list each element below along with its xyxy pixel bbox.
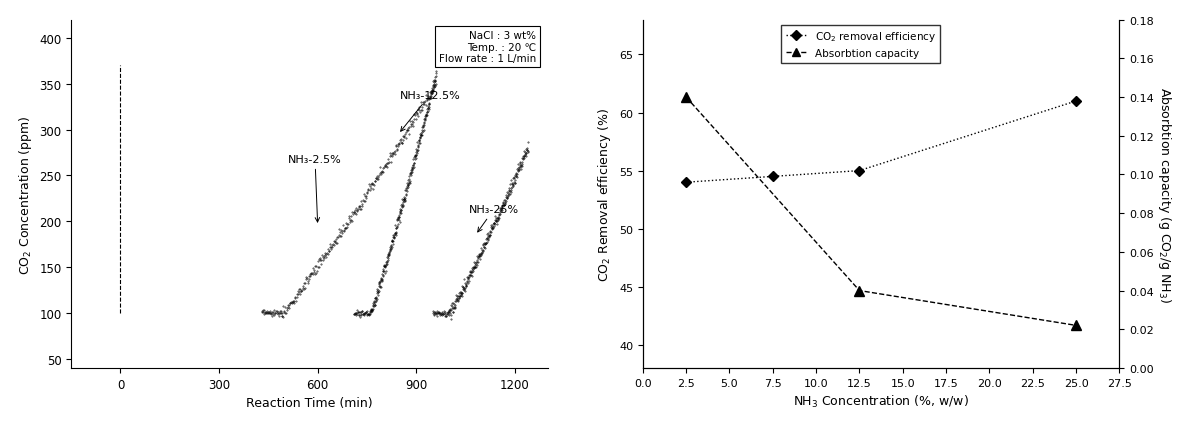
Text: NH₃-12.5%: NH₃-12.5%: [400, 90, 461, 132]
X-axis label: NH$_3$ Concentration (%, w/w): NH$_3$ Concentration (%, w/w): [794, 393, 969, 409]
Legend: CO$_2$ removal efficiency, Absorbtion capacity: CO$_2$ removal efficiency, Absorbtion ca…: [782, 26, 940, 63]
Text: NaCl : 3 wt%
Temp. : 20 ℃
Flow rate : 1 L/min: NaCl : 3 wt% Temp. : 20 ℃ Flow rate : 1 …: [439, 31, 536, 64]
Text: NH₃-2.5%: NH₃-2.5%: [288, 154, 342, 222]
Y-axis label: Absorbtion capacity (g CO$_2$/g NH$_3$): Absorbtion capacity (g CO$_2$/g NH$_3$): [1157, 86, 1173, 302]
Text: NH₃-25%: NH₃-25%: [469, 204, 519, 232]
X-axis label: Reaction Time (min): Reaction Time (min): [246, 396, 372, 409]
Y-axis label: CO$_2$ Removal efficiency (%): CO$_2$ Removal efficiency (%): [596, 107, 613, 281]
Y-axis label: CO$_2$ Concentration (ppm): CO$_2$ Concentration (ppm): [17, 115, 33, 274]
